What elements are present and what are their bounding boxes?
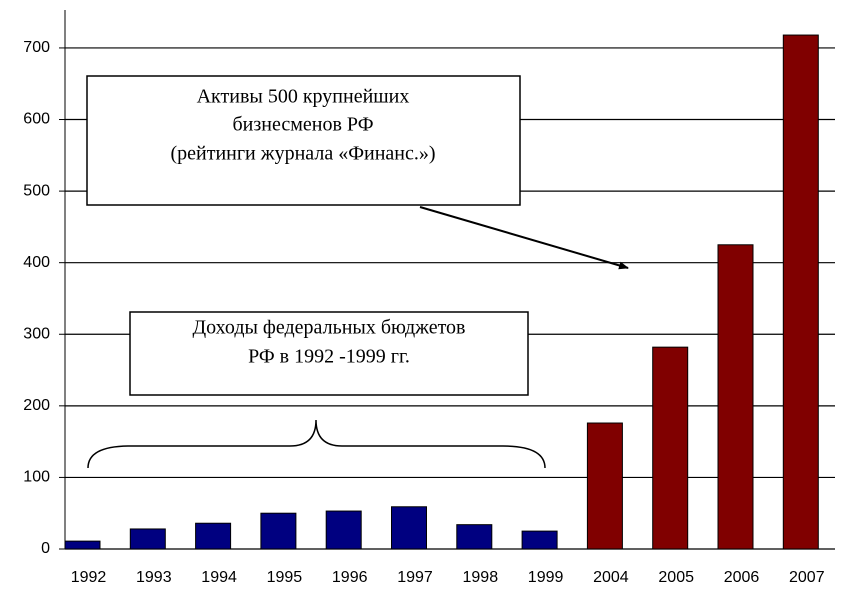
bar <box>64 540 101 550</box>
x-tick-label: 1995 <box>267 569 303 586</box>
x-tick-label: 1998 <box>463 569 499 586</box>
x-tick-label: 1994 <box>201 569 237 586</box>
y-tick-label: 300 <box>23 325 50 342</box>
x-tick-label: 2005 <box>658 569 694 586</box>
annotation-box <box>86 75 521 206</box>
x-tick-label: 1999 <box>528 569 564 586</box>
y-tick-label: 100 <box>23 469 50 486</box>
bar <box>325 510 362 550</box>
bar <box>260 512 297 550</box>
y-tick-label: 200 <box>23 397 50 414</box>
bars <box>64 34 819 550</box>
x-tick-label: 2004 <box>593 569 629 586</box>
x-tick-label: 1997 <box>397 569 433 586</box>
x-tick-label: 1992 <box>71 569 107 586</box>
bar <box>195 522 232 550</box>
annotation-text: бизнесменов РФ <box>233 114 374 136</box>
x-tick-label: 2007 <box>789 569 825 586</box>
bar <box>782 34 819 550</box>
arrow <box>419 206 629 270</box>
bar <box>586 422 623 550</box>
x-tick-label: 2006 <box>724 569 760 586</box>
bar <box>521 530 558 550</box>
y-tick-label: 400 <box>23 254 50 271</box>
annotation-text: (рейтинги журнала «Финанс.») <box>170 143 435 165</box>
bar <box>129 528 166 550</box>
annotation-box <box>129 311 529 396</box>
annotation-text: РФ в 1992 -1999 гг. <box>248 346 410 368</box>
annotation-text: Доходы федеральных бюджетов <box>193 317 466 339</box>
annotation-text: Активы 500 крупнейших <box>197 86 410 108</box>
y-tick-label: 600 <box>23 111 50 128</box>
bar <box>391 506 427 550</box>
bar <box>717 244 754 550</box>
y-tick-label: 700 <box>23 39 50 56</box>
x-tick-label: 1996 <box>332 569 368 586</box>
brace <box>87 419 546 469</box>
bar <box>652 346 689 550</box>
x-tick-label: 1993 <box>136 569 172 586</box>
y-tick-label: 0 <box>41 540 50 557</box>
y-tick-label: 500 <box>23 182 50 199</box>
bar <box>456 524 493 550</box>
